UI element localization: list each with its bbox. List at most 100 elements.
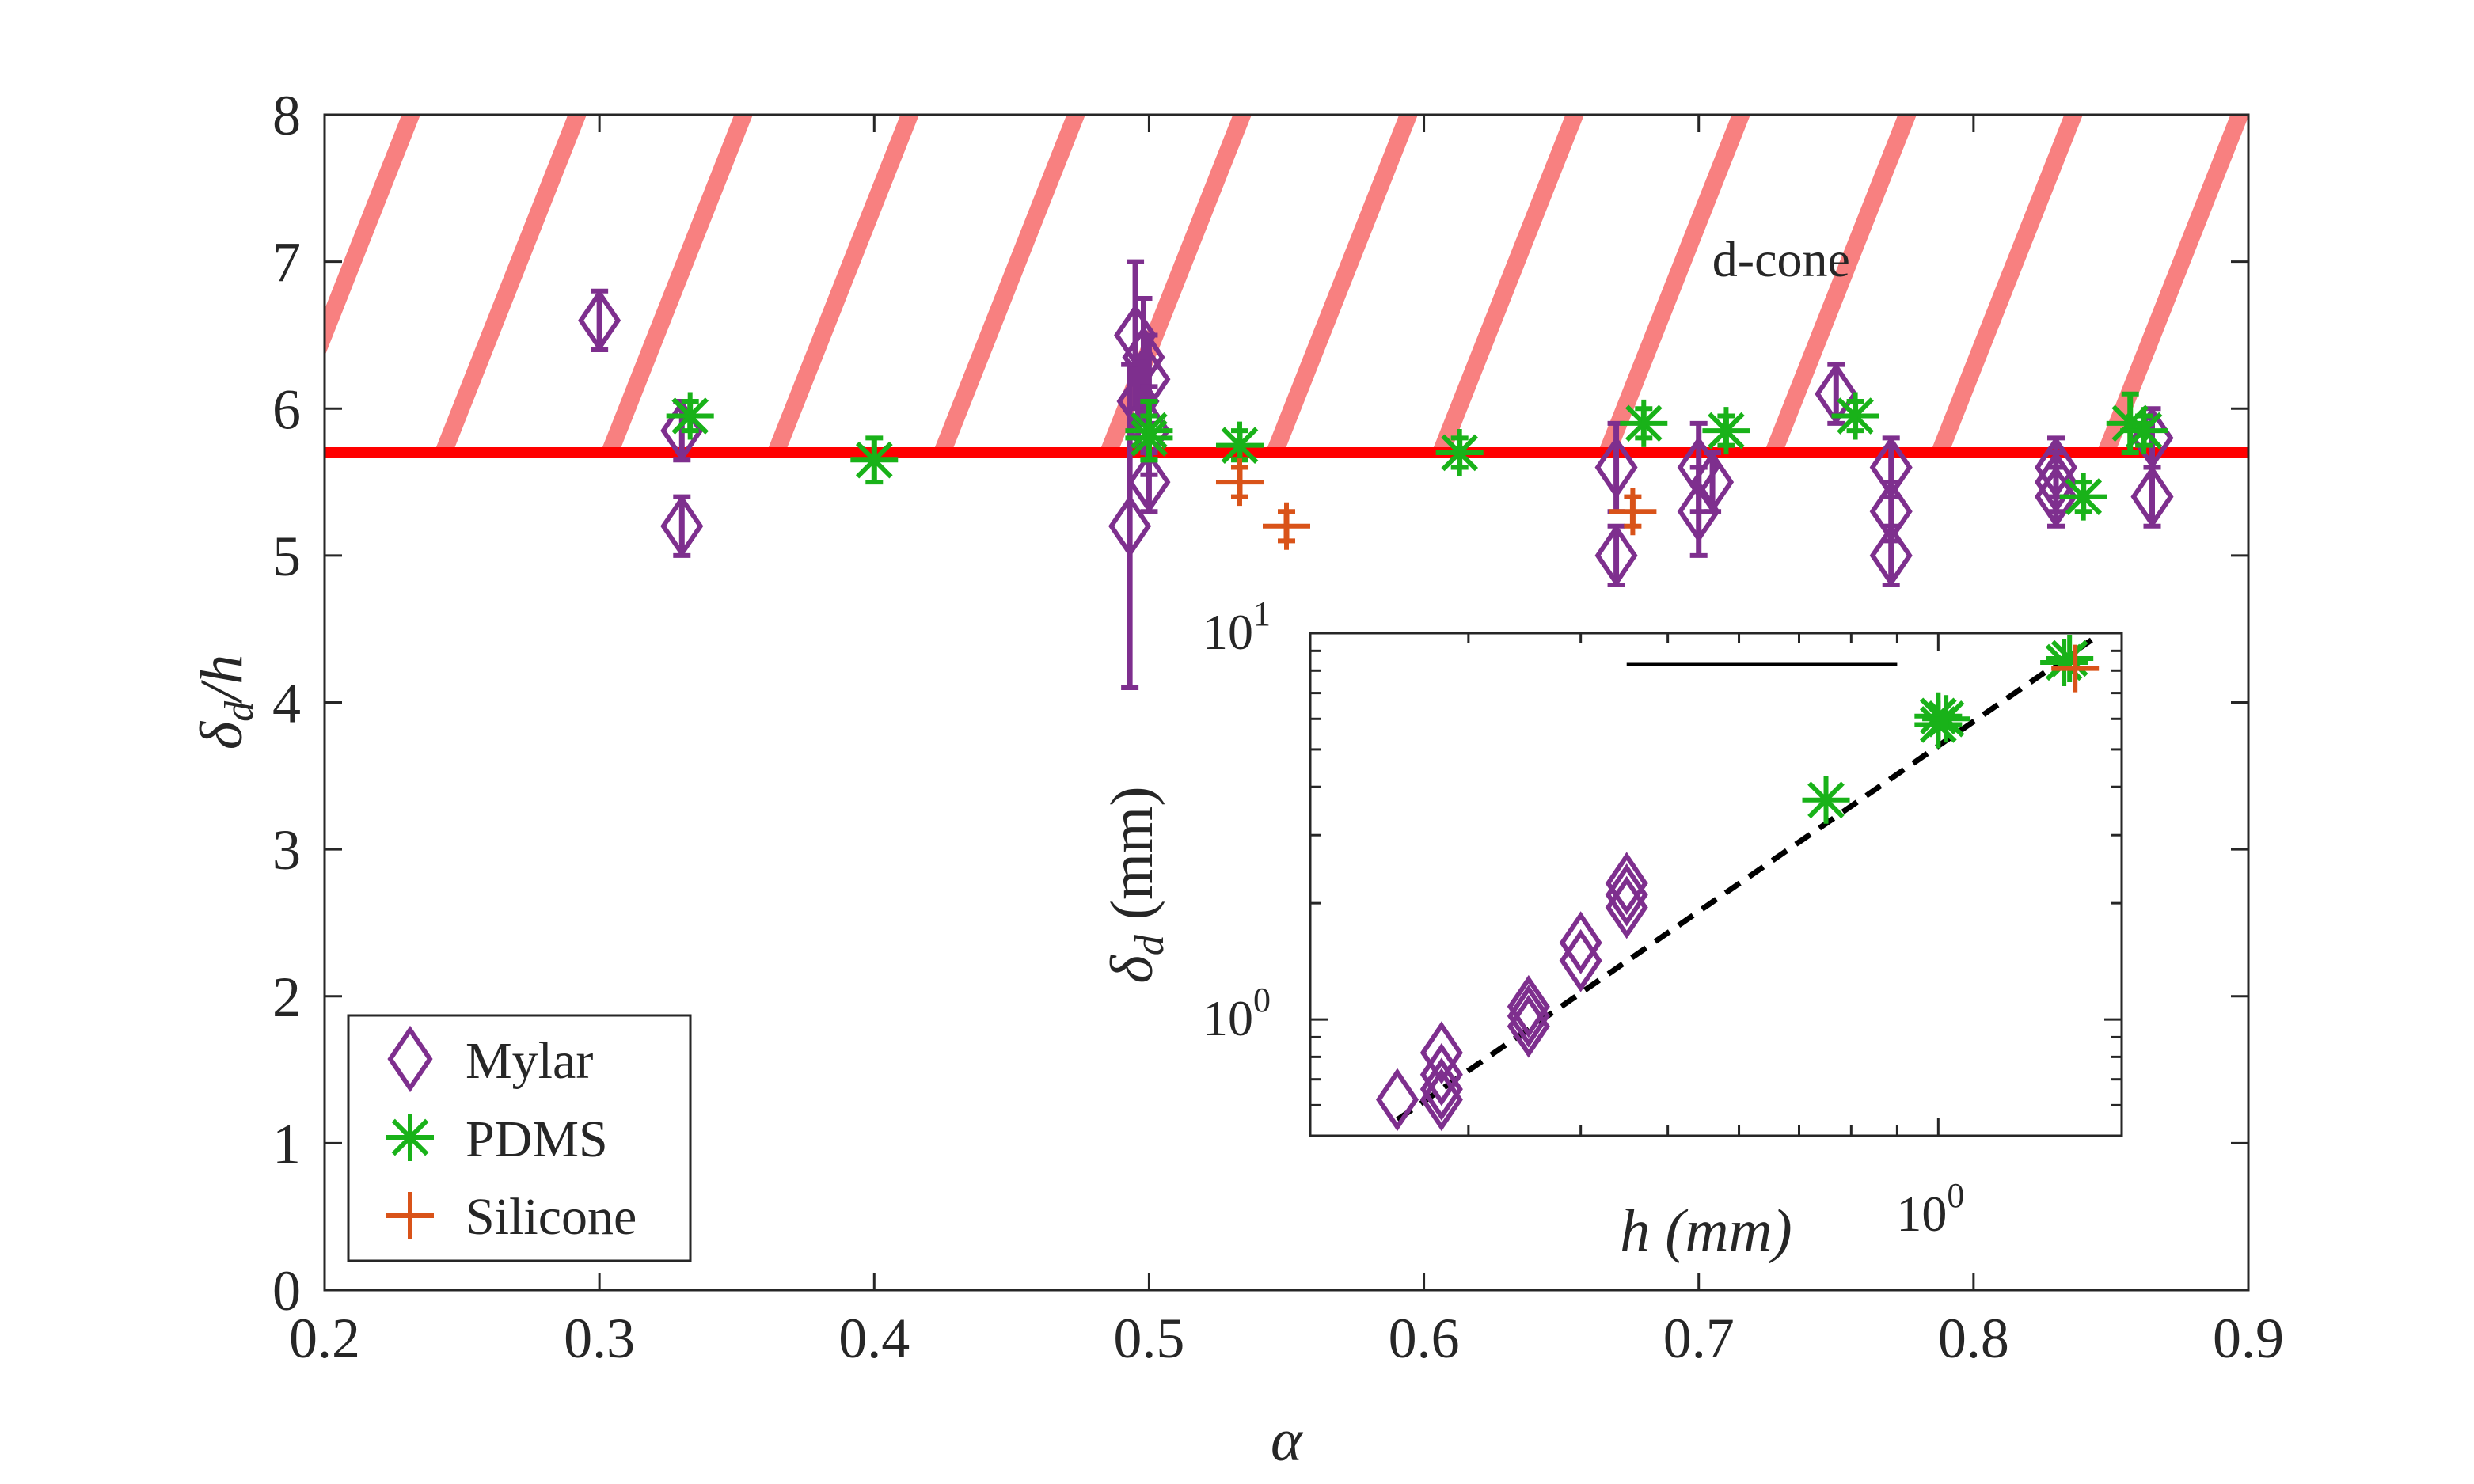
main-y-ticks: 0 1 2 3 4 5 6 7 8 [272, 84, 2248, 1323]
hatch-stripe [767, 115, 919, 456]
hatch-stripe [435, 115, 587, 456]
hatch-stripe [933, 115, 1085, 456]
point-mylar [2034, 465, 2078, 529]
inset-minor-ticks [1309, 632, 2122, 1137]
hatch-stripe [601, 115, 753, 456]
point-mylar [578, 289, 621, 352]
inset-y-axis-label-delta: δ [1099, 955, 1165, 984]
inset-point-pdms [1922, 695, 1970, 743]
main-y-axis-label-over-h: /h [188, 655, 255, 704]
x-tick-label: 0.5 [1113, 1307, 1184, 1370]
inset-data-points [1375, 634, 2100, 1132]
x-tick-label: 0.9 [2213, 1307, 2284, 1370]
point-pdms [1702, 407, 1750, 455]
hatch-stripe [2097, 115, 2248, 456]
point-pdms [1125, 414, 1173, 462]
y-tick-label: 3 [272, 818, 301, 882]
point-pdms [1831, 392, 1879, 440]
y-tick-label: 1 [272, 1112, 301, 1175]
inset-point-silicone [2051, 644, 2100, 693]
inset-point-mylar [1605, 852, 1648, 916]
inset-x-tick-base: 10 [1896, 1186, 1947, 1242]
legend-marker-mylar [387, 1025, 433, 1093]
legend-label-mylar: Mylar [466, 1032, 593, 1090]
point-mylar [660, 494, 704, 558]
legend-diamond-icon [387, 1025, 433, 1093]
point-mylar [1594, 435, 1638, 499]
point-mylar [1869, 524, 1913, 587]
inset-y-tick-base: 10 [1203, 604, 1253, 660]
legend-item-mylar: Mylar [387, 1025, 593, 1093]
point-silicone [1215, 458, 1264, 507]
point-silicone [1609, 488, 1657, 536]
point-mylar [1594, 524, 1638, 587]
x-tick-label: 0.6 [1389, 1307, 1460, 1370]
inset-y-axis-label-subscript: d [1127, 934, 1172, 955]
inset-x-tick-label: 100 [1896, 1176, 1964, 1242]
main-y-axis-label-delta: δ [188, 720, 255, 750]
hatch-stripe [1598, 115, 1750, 456]
d-cone-label: d-cone [1712, 231, 1850, 287]
legend-plus-icon [386, 1192, 434, 1239]
main-y-axis-label: δd/h [188, 655, 262, 750]
inset-point-mylar [1419, 1042, 1463, 1106]
hatch-stripe [2438, 83, 2474, 453]
legend-asterisk-icon [386, 1114, 434, 1161]
inset-point-pdms [2040, 638, 2088, 686]
inset-point-mylar [1375, 1068, 1419, 1132]
hatch-stripe [1931, 115, 2083, 456]
inset-point-pdms [1802, 776, 1850, 824]
inset-y-tick-exponent: 0 [1253, 981, 1271, 1019]
main-data-points [578, 259, 2174, 690]
inset-point-mylar [1605, 875, 1648, 939]
point-mylar [1127, 450, 1171, 514]
point-pdms [666, 392, 714, 440]
point-mylar [1691, 450, 1735, 514]
x-tick-label: 0.4 [838, 1307, 910, 1370]
main-x-axis-label: α [1271, 1407, 1304, 1474]
main-x-ticks: 0.2 0.3 0.4 0.5 0.6 0.7 0.8 0.9 [289, 115, 2284, 1370]
inset-point-mylar [1507, 974, 1550, 1038]
error-bar-mylar [1121, 362, 1139, 690]
y-tick-label: 0 [272, 1259, 301, 1323]
inset-point-mylar [1507, 994, 1550, 1058]
x-tick-label: 0.8 [1938, 1307, 2009, 1370]
legend-label-silicone: Silicone [466, 1188, 637, 1246]
hatch-stripe [1765, 115, 1917, 456]
main-y-axis-label-subscript: d [217, 700, 262, 722]
y-tick-label: 2 [272, 966, 301, 1029]
inset-x-tick-exponent: 0 [1947, 1176, 1964, 1215]
point-pdms [2120, 407, 2168, 455]
legend-marker-silicone [386, 1192, 434, 1239]
hatch-stripe [2272, 83, 2419, 453]
inset-y-tick-base: 10 [1203, 990, 1253, 1046]
x-tick-label: 0.3 [564, 1307, 635, 1370]
y-tick-label: 4 [272, 672, 301, 735]
inset-point-mylar [1559, 928, 1602, 992]
point-pdms [1435, 428, 1484, 476]
legend-item-silicone: Silicone [386, 1188, 637, 1246]
inset-x-axis-label: h (mm) [1620, 1197, 1792, 1264]
point-mylar [2130, 465, 2174, 529]
inset-y-tick-label: 100 [1203, 981, 1271, 1046]
inset-y-axis-label-units: (mm) [1099, 786, 1165, 935]
hatch-stripe [1266, 115, 1418, 456]
hatch-stripe [325, 115, 420, 357]
inset-y-axis-label: δd (mm) [1099, 786, 1172, 983]
point-mylar [1815, 362, 1858, 426]
d-cone-hatch-region [111, 83, 2474, 456]
inset-point-mylar [1605, 863, 1648, 927]
legend-marker-pdms [386, 1114, 434, 1161]
inset-point-mylar [1419, 1057, 1463, 1121]
inset-point-mylar [1507, 985, 1550, 1048]
point-pdms [850, 436, 899, 484]
inset-y-tick-exponent: 1 [1253, 594, 1271, 633]
x-tick-label: 0.7 [1663, 1307, 1735, 1370]
inset-point-mylar [1419, 1021, 1463, 1084]
legend: Mylar PDMS Silicone [347, 1014, 692, 1262]
hatch-stripe [1432, 115, 1584, 456]
hatch-stripe [111, 83, 257, 453]
